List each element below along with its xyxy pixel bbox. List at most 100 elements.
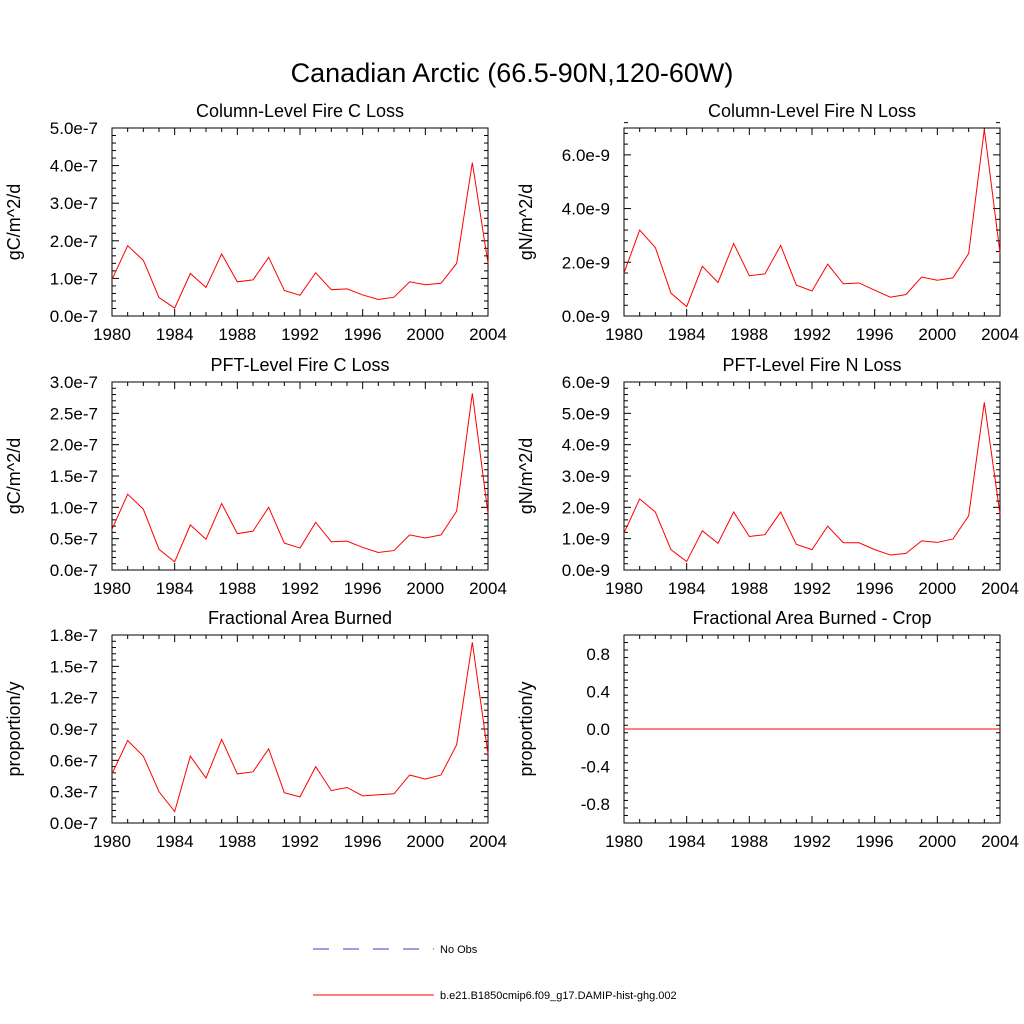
y-tick-label: 1.0e-9 xyxy=(562,530,610,549)
y-tick-label: 0.6e-7 xyxy=(50,751,98,770)
x-tick-label: 1996 xyxy=(344,325,382,344)
y-tick-label: 0.0e-9 xyxy=(562,561,610,580)
y-tick-label: 0.4 xyxy=(586,682,610,701)
x-tick-label: 2004 xyxy=(981,325,1019,344)
x-tick-label: 2000 xyxy=(918,579,956,598)
series-line xyxy=(111,393,489,563)
x-tick-label: 1992 xyxy=(793,832,831,851)
plot-frame xyxy=(623,381,1001,571)
y-tick-label: 2.0e-7 xyxy=(50,232,98,251)
x-tick-label: 2004 xyxy=(469,832,507,851)
x-tick-label: 1980 xyxy=(605,579,643,598)
y-tick-label: 3.0e-7 xyxy=(50,194,98,213)
x-tick-label: 1992 xyxy=(793,325,831,344)
page-title: Canadian Arctic (66.5-90N,120-60W) xyxy=(291,58,734,88)
x-tick-label: 1988 xyxy=(218,579,256,598)
y-tick-label: 0.0e-7 xyxy=(50,814,98,833)
y-tick-label: 1.5e-7 xyxy=(50,467,98,486)
x-tick-label: 1984 xyxy=(668,832,706,851)
x-tick-label: 2000 xyxy=(406,579,444,598)
x-tick-label: 2000 xyxy=(406,832,444,851)
x-tick-label: 1996 xyxy=(344,579,382,598)
y-tick-label: 0.0e-9 xyxy=(562,307,610,326)
x-tick-label: 2004 xyxy=(981,579,1019,598)
x-tick-label: 1988 xyxy=(218,325,256,344)
x-tick-label: 2004 xyxy=(469,579,507,598)
chart-panel-pft-level-fire-c-loss: PFT-Level Fire C Loss gC/m^2/d 1980 1984 198… xyxy=(4,355,507,598)
plot-frame xyxy=(111,127,489,317)
y-tick-label: 4.0e-9 xyxy=(562,200,610,219)
x-tick-label: 1992 xyxy=(281,579,319,598)
y-axis-label: gN/m^2/d xyxy=(516,184,536,260)
y-tick-label: 1.0e-7 xyxy=(50,498,98,517)
y-tick-label: 2.5e-7 xyxy=(50,404,98,423)
y-tick-label: 1.0e-7 xyxy=(50,269,98,288)
y-tick-label: 1.8e-7 xyxy=(50,626,98,645)
x-tick-label: 1996 xyxy=(856,832,894,851)
chart-panel-column-level-fire-c-loss: Column-Level Fire C Loss gC/m^2/d 1980 1984… xyxy=(4,101,507,344)
x-tick-label: 1996 xyxy=(856,325,894,344)
chart-title: PFT-Level Fire C Loss xyxy=(210,355,389,375)
x-tick-label: 1984 xyxy=(668,579,706,598)
y-tick-label: 2.0e-9 xyxy=(562,498,610,517)
chart-title: Fractional Area Burned - Crop xyxy=(692,608,931,628)
y-tick-label: 1.2e-7 xyxy=(50,689,98,708)
chart-panel-column-level-fire-n-loss: Column-Level Fire N Loss gN/m^2/d 1980 1984… xyxy=(516,101,1019,344)
x-tick-label: 2000 xyxy=(918,325,956,344)
y-tick-label: 4.0e-9 xyxy=(562,436,610,455)
y-tick-label: -0.8 xyxy=(581,795,610,814)
chart-title: Column-Level Fire N Loss xyxy=(708,101,916,121)
x-tick-label: 1984 xyxy=(668,325,706,344)
y-tick-label: 0.3e-7 xyxy=(50,783,98,802)
y-axis-label: proportion/y xyxy=(516,681,536,776)
y-tick-label: 0.0e-7 xyxy=(50,561,98,580)
y-tick-label: 4.0e-7 xyxy=(50,157,98,176)
x-tick-label: 2000 xyxy=(918,832,956,851)
x-tick-label: 1992 xyxy=(281,832,319,851)
x-tick-label: 1980 xyxy=(93,579,131,598)
legend-label-model-run: b.e21.B1850cmip6.f09_g17.DAMIP-hist-ghg.… xyxy=(440,990,677,1002)
chart-panel-pft-level-fire-n-loss: PFT-Level Fire N Loss gN/m^2/d 1980 1984 198… xyxy=(516,355,1019,598)
series-line xyxy=(111,642,489,813)
x-tick-label: 1988 xyxy=(730,832,768,851)
y-axis-label: gC/m^2/d xyxy=(4,438,24,514)
y-axis-label: gC/m^2/d xyxy=(4,184,24,260)
x-tick-label: 1984 xyxy=(156,579,194,598)
y-tick-label: 3.0e-7 xyxy=(50,373,98,392)
x-tick-label: 1988 xyxy=(730,325,768,344)
chart-title: Fractional Area Burned xyxy=(208,608,392,628)
y-tick-label: 2.0e-7 xyxy=(50,436,98,455)
panels: Column-Level Fire C Loss gC/m^2/d 1980 1984… xyxy=(4,101,1019,851)
legend: No Obs b.e21.B1850cmip6.f09_g17.DAMIP-hi… xyxy=(313,944,677,1002)
y-tick-label: 0.5e-7 xyxy=(50,530,98,549)
y-tick-label: 6.0e-9 xyxy=(562,146,610,165)
x-tick-label: 1988 xyxy=(730,579,768,598)
x-tick-label: 1980 xyxy=(93,832,131,851)
x-tick-label: 1992 xyxy=(281,325,319,344)
plot-frame xyxy=(111,634,489,824)
y-axis-label: gN/m^2/d xyxy=(516,438,536,514)
legend-label-no-obs: No Obs xyxy=(440,944,478,956)
chart-title: Column-Level Fire C Loss xyxy=(196,101,404,121)
y-tick-label: 1.5e-7 xyxy=(50,657,98,676)
x-tick-label: 1980 xyxy=(605,325,643,344)
y-tick-label: 0.0 xyxy=(586,720,610,739)
y-tick-label: 0.0e-7 xyxy=(50,307,98,326)
y-tick-label: 0.9e-7 xyxy=(50,720,98,739)
x-tick-label: 1992 xyxy=(793,579,831,598)
series-line xyxy=(623,129,1001,308)
x-tick-label: 2004 xyxy=(469,325,507,344)
chart-panel-fractional-area-burned-crop: Fractional Area Burned - Crop proportion/… xyxy=(516,608,1019,851)
y-tick-label: 2.0e-9 xyxy=(562,253,610,272)
plot-frame xyxy=(111,381,489,571)
series-line xyxy=(111,162,489,309)
x-tick-label: 2004 xyxy=(981,832,1019,851)
y-axis-label: proportion/y xyxy=(4,681,24,776)
chart-panel-fractional-area-burned: Fractional Area Burned proportion/y 1980 19… xyxy=(4,608,507,851)
series-line xyxy=(623,402,1001,563)
y-tick-label: 5.0e-9 xyxy=(562,404,610,423)
x-tick-label: 1988 xyxy=(218,832,256,851)
x-tick-label: 1980 xyxy=(605,832,643,851)
y-tick-label: -0.4 xyxy=(581,758,610,777)
